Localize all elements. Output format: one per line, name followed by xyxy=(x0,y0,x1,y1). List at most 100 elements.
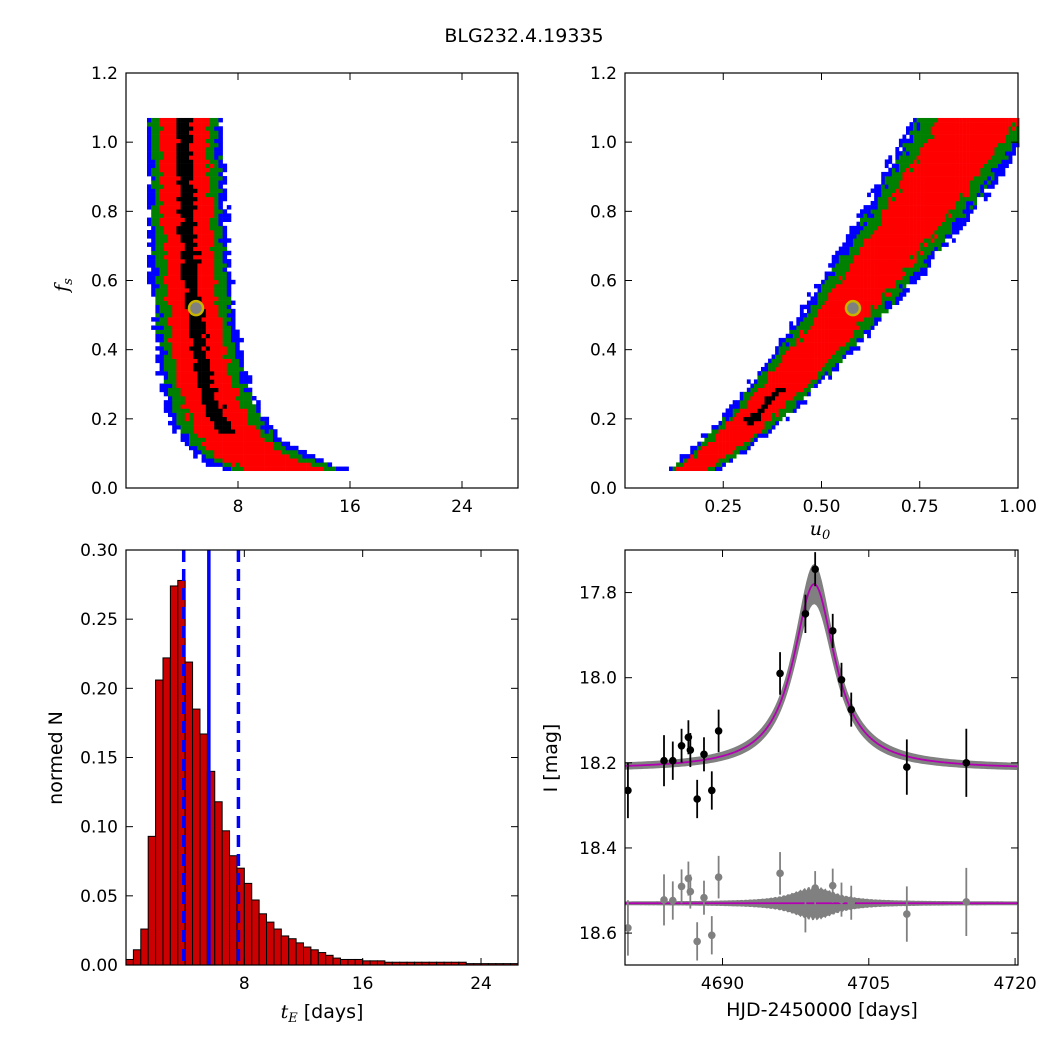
heatmap-cell xyxy=(884,275,889,281)
heatmap-cell xyxy=(176,159,181,164)
heatmap-cell xyxy=(835,317,840,322)
heatmap-cell xyxy=(163,234,169,239)
heatmap-cell xyxy=(214,292,219,297)
heatmap-cell xyxy=(285,462,291,467)
heatmap-cell xyxy=(867,267,871,272)
heatmap-cell xyxy=(260,437,265,442)
heatmap-cell xyxy=(163,259,169,264)
heatmap-cell xyxy=(824,366,829,372)
heatmap-cell xyxy=(951,171,956,177)
heatmap-cell xyxy=(172,288,177,293)
heatmap-cell xyxy=(155,325,160,330)
heatmap-cell xyxy=(231,445,236,451)
heatmap-cell xyxy=(180,321,186,326)
heatmap-cell xyxy=(817,292,822,297)
heatmap-cell xyxy=(860,321,864,326)
heatmap-cell xyxy=(714,433,719,438)
heatmap-cell xyxy=(163,188,169,193)
heatmap-cell xyxy=(902,192,907,198)
heatmap-cell xyxy=(860,271,864,276)
heatmap-cell xyxy=(231,454,236,459)
heatmap-cell xyxy=(197,350,202,355)
heatmap-cell xyxy=(796,325,801,330)
heatmap-cell xyxy=(884,283,889,289)
heatmap-cell xyxy=(168,122,173,127)
histogram-bar xyxy=(273,928,282,966)
heatmap-cell xyxy=(214,350,219,355)
heatmap-cell xyxy=(1012,134,1016,140)
heatmap-cell xyxy=(714,449,719,455)
histogram-bar xyxy=(251,899,260,966)
heatmap-cell xyxy=(927,200,932,206)
heatmap-cell xyxy=(218,454,223,459)
heatmap-cell xyxy=(955,180,960,185)
heatmap-cell xyxy=(860,283,864,289)
heatmap-cell xyxy=(214,225,219,231)
heatmap-cell xyxy=(821,304,825,310)
heatmap-cell xyxy=(803,304,808,310)
heatmap-cell xyxy=(184,188,190,193)
heatmap-cell xyxy=(810,317,815,322)
heatmap-cell xyxy=(905,234,910,239)
heatmap-cell xyxy=(214,259,219,264)
heatmap-cell xyxy=(941,238,946,243)
heatmap-cell xyxy=(909,196,914,202)
heatmap-cell xyxy=(913,126,917,131)
heatmap-cell xyxy=(895,300,900,306)
heatmap-cell xyxy=(180,279,186,285)
heatmap-cell xyxy=(884,250,889,256)
heatmap-cell xyxy=(201,250,207,256)
heatmap-cell xyxy=(189,126,194,131)
heatmap-cell xyxy=(789,358,794,364)
heatmap-cell xyxy=(189,375,194,380)
heatmap-cell xyxy=(168,404,173,409)
heatmap-cell xyxy=(205,358,211,364)
data-point xyxy=(776,669,784,678)
heatmap-cell xyxy=(962,209,967,214)
heatmap-cell xyxy=(959,163,963,169)
heatmap-cell xyxy=(163,159,169,164)
heatmap-cell xyxy=(180,263,186,268)
heatmap-cell xyxy=(838,354,843,359)
heatmap-cell xyxy=(891,196,896,202)
heatmap-cell xyxy=(218,171,223,177)
heatmap-cell xyxy=(172,200,177,206)
heatmap-cell xyxy=(176,308,181,314)
heatmap-cell xyxy=(163,184,169,189)
heatmap-cell xyxy=(214,263,219,268)
heatmap-cell xyxy=(231,404,236,409)
heatmap-cell xyxy=(714,454,719,459)
heatmap-cell xyxy=(835,296,840,301)
heatmap-cell xyxy=(193,159,198,164)
heatmap-cell xyxy=(205,151,211,156)
heatmap-cell xyxy=(205,433,211,438)
heatmap-cell xyxy=(180,329,186,335)
heatmap-cell xyxy=(817,329,822,335)
heatmap-cell xyxy=(962,159,967,164)
heatmap-cell xyxy=(828,375,833,380)
heatmap-cell xyxy=(750,383,755,389)
heatmap-cell xyxy=(214,147,219,152)
heatmap-cell xyxy=(180,213,186,218)
heatmap-cell xyxy=(920,230,924,235)
heatmap-cell xyxy=(285,454,291,459)
heatmap-cell xyxy=(828,337,833,343)
heatmap-cell xyxy=(941,184,946,189)
heatmap-cell xyxy=(888,238,893,243)
heatmap-cell xyxy=(916,213,921,218)
heatmap-cell xyxy=(222,180,228,185)
heatmap-cell xyxy=(189,205,194,210)
heatmap-cell xyxy=(264,445,270,451)
heatmap-cell xyxy=(189,263,194,268)
heatmap-cell xyxy=(898,250,903,256)
heatmap-cell xyxy=(785,362,790,368)
heatmap-cell xyxy=(821,358,825,364)
heatmap-cell xyxy=(782,358,787,364)
heatmap-cell xyxy=(168,234,173,239)
heatmap-cell xyxy=(852,267,857,272)
heatmap-cell xyxy=(214,333,219,339)
heatmap-cell xyxy=(176,275,181,281)
heatmap-cell xyxy=(222,176,228,181)
heatmap-cell xyxy=(768,371,772,376)
heatmap-cell xyxy=(222,283,228,289)
